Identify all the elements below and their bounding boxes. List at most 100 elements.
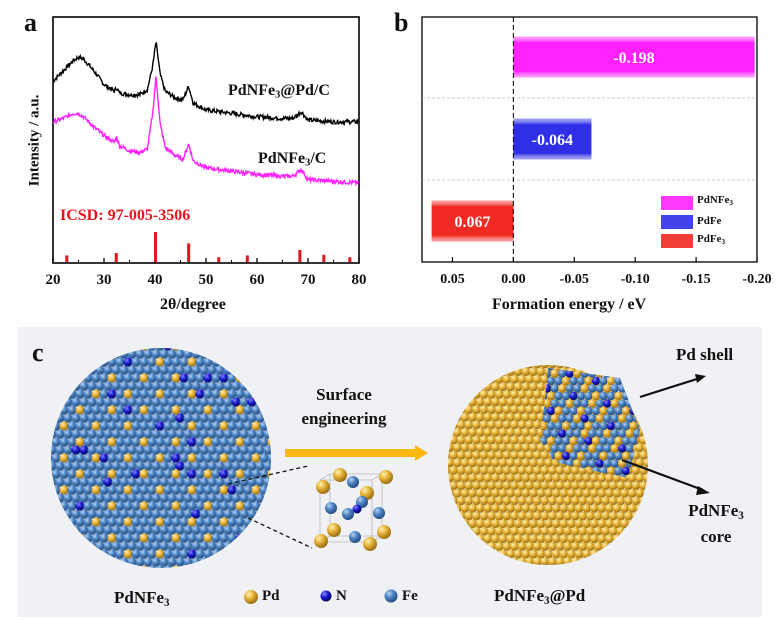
atom	[231, 381, 241, 391]
atom	[155, 405, 165, 415]
atom	[616, 481, 626, 490]
atom	[155, 501, 165, 511]
atom	[448, 564, 455, 565]
atom	[59, 453, 69, 463]
atom	[510, 466, 519, 475]
atom	[79, 429, 89, 439]
atom	[494, 390, 504, 399]
atom	[195, 485, 205, 495]
atom	[449, 557, 459, 565]
atom	[63, 397, 73, 407]
atom	[263, 509, 271, 519]
atom	[263, 461, 271, 471]
atom	[223, 413, 233, 423]
atom	[183, 349, 193, 359]
atom	[203, 437, 213, 447]
atom	[548, 511, 557, 521]
atom	[195, 469, 205, 479]
atom	[379, 470, 393, 484]
legend-swatch-pdfe3	[661, 234, 693, 248]
atom	[639, 557, 648, 565]
atom	[251, 533, 261, 543]
atom	[83, 373, 93, 383]
atom	[635, 443, 645, 452]
atom	[71, 541, 81, 551]
atom	[183, 397, 193, 407]
atom	[525, 420, 534, 430]
atom	[621, 376, 631, 386]
atom	[267, 389, 271, 399]
atom	[115, 389, 125, 399]
atom	[578, 365, 588, 369]
atom	[151, 429, 161, 439]
atom	[127, 525, 137, 535]
atom	[614, 368, 623, 371]
atom	[448, 466, 451, 475]
atom	[601, 511, 610, 521]
atom	[595, 444, 604, 453]
atom	[95, 445, 105, 455]
atom	[215, 429, 225, 439]
atom	[494, 557, 504, 565]
atom	[63, 509, 73, 519]
atom	[179, 469, 189, 479]
atom	[151, 445, 161, 455]
atom	[155, 533, 165, 543]
atom	[199, 429, 209, 439]
atom	[597, 488, 607, 498]
atom	[119, 397, 129, 407]
atom	[263, 429, 271, 439]
atom	[506, 564, 516, 565]
atom	[620, 564, 629, 565]
series-label-pdnfe3-at-pd-c: PdNFe3@Pd/C	[228, 82, 330, 100]
atom	[223, 381, 233, 391]
atom	[595, 399, 604, 408]
atom	[475, 473, 485, 483]
atom	[651, 367, 660, 376]
atom	[625, 384, 634, 393]
atom	[559, 473, 569, 483]
atom	[243, 549, 253, 559]
atom	[99, 405, 109, 415]
atom	[631, 511, 641, 521]
atom	[275, 549, 284, 558]
atom	[119, 349, 129, 359]
atom	[468, 504, 477, 513]
atom	[589, 519, 599, 528]
atom	[608, 542, 618, 551]
atom	[71, 525, 81, 535]
atom	[91, 357, 101, 367]
atom	[159, 573, 168, 582]
atom	[563, 365, 572, 369]
atom	[139, 453, 149, 463]
atom	[551, 458, 561, 468]
atom	[525, 450, 534, 460]
atom	[131, 405, 141, 415]
atom	[135, 573, 144, 582]
atom	[51, 469, 61, 479]
atom	[147, 485, 157, 495]
label-tail: @Pd	[549, 586, 586, 605]
atom	[576, 406, 586, 416]
legend-label-pdfe3: PdFe3	[697, 233, 726, 246]
atom	[183, 541, 193, 551]
atom	[111, 525, 121, 535]
atom	[472, 450, 481, 460]
atom	[576, 368, 586, 371]
atom	[536, 367, 546, 376]
atom	[211, 485, 221, 495]
atom	[551, 564, 561, 565]
atom	[219, 421, 229, 431]
atom	[107, 565, 117, 568]
atom	[67, 437, 77, 447]
atom	[506, 443, 515, 452]
atom	[63, 541, 73, 551]
atom	[605, 367, 614, 376]
atom	[550, 414, 559, 423]
atom	[593, 481, 603, 490]
atom	[643, 549, 648, 559]
atom	[614, 406, 623, 416]
atom	[597, 549, 607, 559]
surface-engineering-label: Surface engineering	[284, 383, 404, 431]
atom	[614, 421, 623, 431]
